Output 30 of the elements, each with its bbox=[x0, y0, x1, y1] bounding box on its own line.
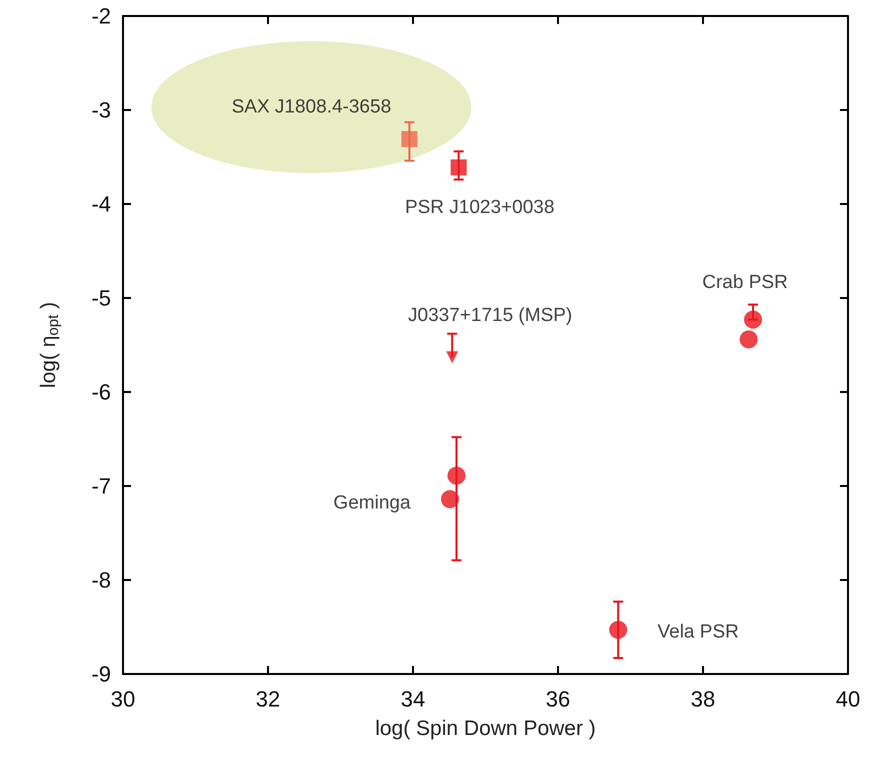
point bbox=[609, 620, 628, 639]
y-tick-label: -6 bbox=[91, 380, 111, 404]
annotation: Geminga bbox=[333, 492, 411, 514]
annotation: Crab PSR bbox=[702, 272, 788, 294]
x-tick-label: 36 bbox=[546, 686, 570, 712]
annotation: PSR J1023+0038 bbox=[404, 196, 554, 218]
y-tick-label: -9 bbox=[91, 662, 111, 686]
x-tick-label: 38 bbox=[690, 686, 716, 712]
x-tick-label: 40 bbox=[836, 686, 860, 712]
annotation: J0337+1715 (MSP) bbox=[408, 305, 572, 326]
point bbox=[450, 159, 467, 176]
x-tick-label: 32 bbox=[256, 686, 280, 712]
y-tick-label: -3 bbox=[91, 98, 111, 122]
x-axis-title: log( Spin Down Power ) bbox=[375, 717, 596, 740]
y-tick-label: -7 bbox=[91, 474, 111, 498]
y-axis-title: log( ηopt ) bbox=[37, 302, 62, 388]
y-tick-label: -5 bbox=[91, 286, 111, 310]
annotation: SAX J1808.4-3658 bbox=[232, 96, 392, 118]
x-tick-label: 30 bbox=[110, 686, 136, 712]
x-tick-label: 34 bbox=[400, 686, 426, 712]
point bbox=[740, 330, 758, 348]
y-tick-label: -2 bbox=[91, 4, 111, 28]
point bbox=[744, 310, 762, 329]
y-tick-label: -4 bbox=[91, 192, 111, 216]
point bbox=[401, 131, 418, 148]
annotation: Vela PSR bbox=[658, 621, 739, 642]
point bbox=[448, 466, 466, 485]
y-tick-label: -8 bbox=[91, 568, 111, 592]
point bbox=[440, 490, 459, 508]
point bbox=[446, 351, 458, 364]
